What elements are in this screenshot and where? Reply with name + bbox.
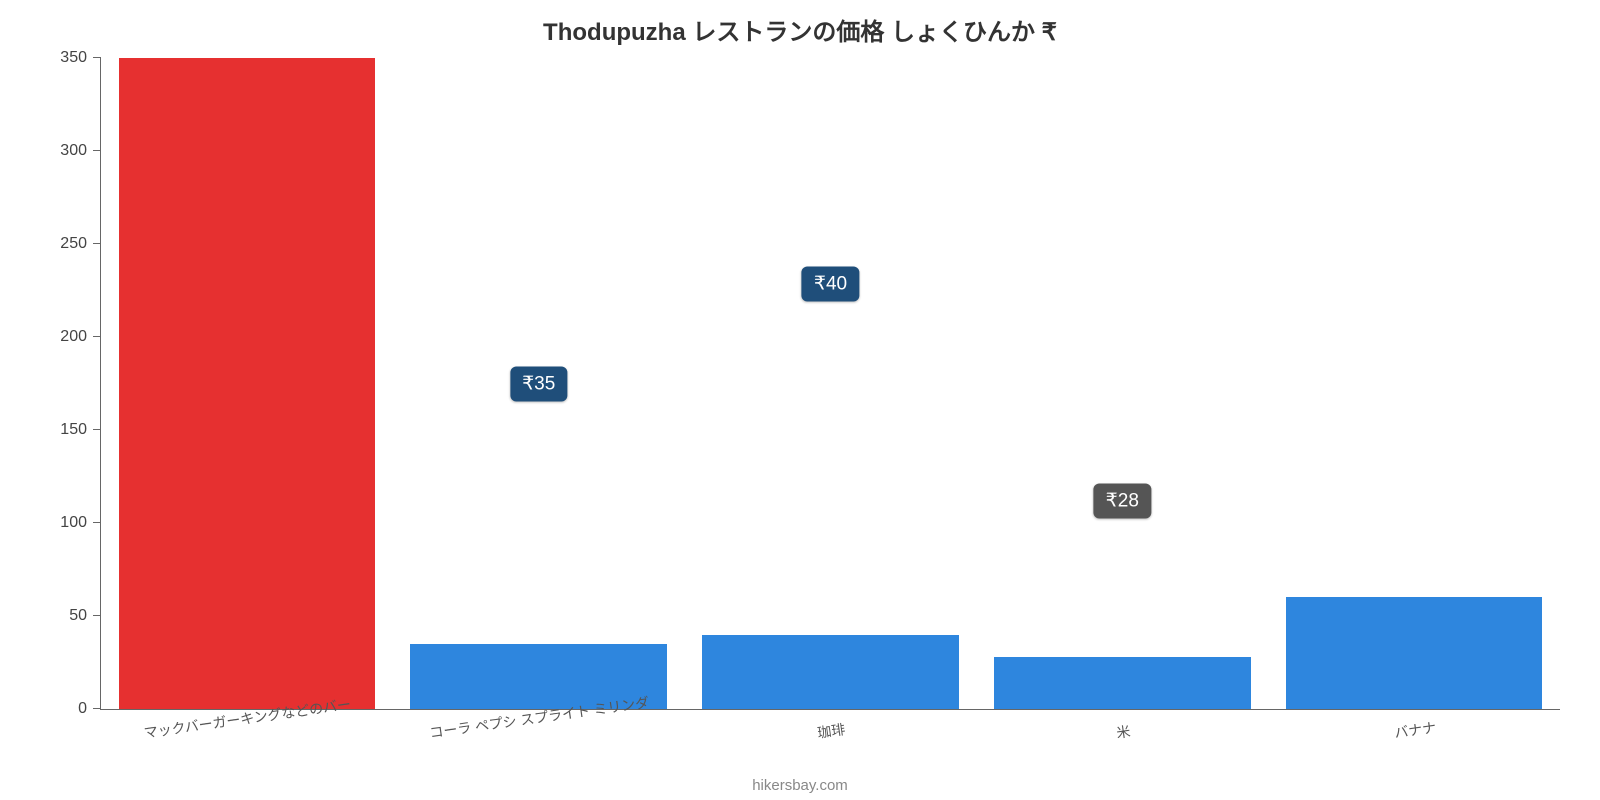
- bar: ₹60: [1286, 597, 1543, 709]
- y-axis-label: 300: [60, 142, 101, 160]
- plot-area: ₹350マックバーガーキングなどのバー₹35コーラ ペプシ スプライト ミリンダ…: [100, 58, 1560, 710]
- bar: ₹350: [119, 58, 376, 709]
- bar-slot: ₹35コーラ ペプシ スプライト ミリンダ: [393, 58, 685, 709]
- bar: ₹28: [994, 657, 1251, 709]
- chart-title: Thodupuzha レストランの価格 しょくひんか ₹: [0, 12, 1600, 47]
- bar: ₹40: [702, 635, 959, 709]
- x-axis-label: バナナ: [1393, 717, 1437, 743]
- x-axis-label: 米: [1115, 721, 1132, 743]
- value-badge: ₹28: [1094, 483, 1151, 518]
- x-axis-label: 珈琲: [816, 719, 847, 743]
- y-axis-label: 200: [60, 328, 101, 346]
- value-badge: ₹35: [510, 366, 567, 401]
- credit-text: hikersbay.com: [0, 777, 1600, 794]
- bar-slot: ₹350マックバーガーキングなどのバー: [101, 58, 393, 709]
- y-axis-label: 50: [69, 607, 101, 625]
- bar-chart: Thodupuzha レストランの価格 しょくひんか ₹ ₹350マックバーガー…: [0, 0, 1600, 800]
- y-axis-label: 350: [60, 49, 101, 67]
- bar-slot: ₹60バナナ: [1268, 58, 1560, 709]
- value-badge: ₹40: [802, 266, 859, 301]
- y-axis-label: 0: [78, 700, 101, 718]
- bar-slot: ₹28米: [976, 58, 1268, 709]
- y-axis-label: 250: [60, 235, 101, 253]
- y-axis-label: 100: [60, 514, 101, 532]
- bars-container: ₹350マックバーガーキングなどのバー₹35コーラ ペプシ スプライト ミリンダ…: [101, 58, 1560, 709]
- y-axis-label: 150: [60, 421, 101, 439]
- bar-slot: ₹40珈琲: [685, 58, 977, 709]
